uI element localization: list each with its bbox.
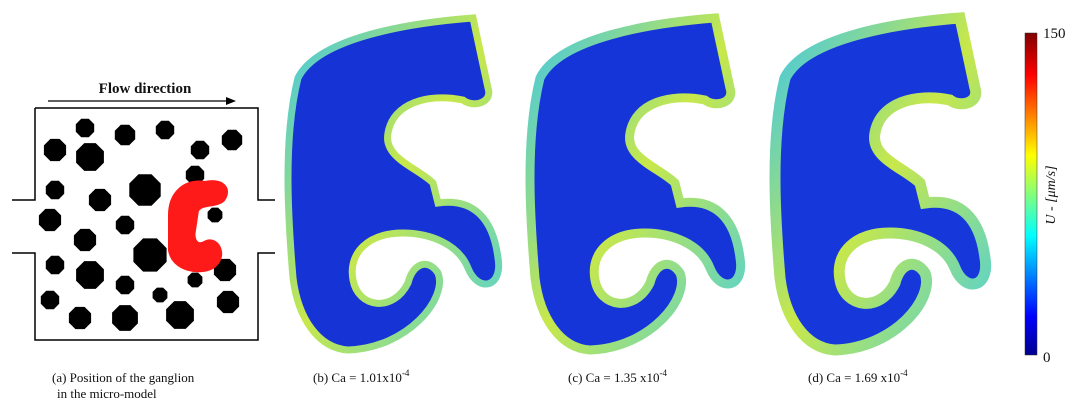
grain: [45, 180, 65, 200]
grain: [115, 275, 135, 295]
velocity-field: [775, 18, 986, 350]
blob: [288, 18, 499, 350]
grain: [76, 261, 104, 289]
caption: (c) Ca = 1.35 x10-4: [568, 368, 667, 385]
grain: [115, 215, 135, 235]
grain: [76, 143, 104, 171]
grain: [68, 306, 92, 330]
caption: in the micro-model: [57, 386, 157, 401]
grain: [216, 290, 240, 314]
grain: [38, 208, 62, 232]
grain: [155, 120, 175, 140]
grain: [213, 258, 237, 282]
grain: [152, 287, 168, 303]
grain: [43, 138, 67, 162]
grain: [112, 305, 138, 331]
grain: [207, 207, 223, 223]
flow-label: Flow direction: [99, 81, 192, 97]
caption-exponent: -4: [900, 368, 908, 378]
grain: [40, 290, 60, 310]
grain: [73, 228, 97, 252]
grain: [88, 188, 112, 212]
velocity-field: [288, 18, 499, 350]
blob: [530, 18, 741, 350]
caption: (d) Ca = 1.69 x10-4: [808, 368, 908, 385]
caption-text: (c) Ca = 1.35 x10: [568, 370, 659, 385]
colorbar: [1024, 32, 1038, 356]
colorbar-max: 150: [1043, 26, 1066, 42]
caption: (b) Ca = 1.01x10-4: [313, 368, 410, 385]
ganglion: [168, 180, 228, 273]
grain: [166, 301, 194, 329]
grain: [190, 140, 210, 160]
colorbar-min: 0: [1043, 350, 1051, 366]
grain: [45, 255, 65, 275]
grain: [75, 118, 95, 138]
grain: [185, 165, 205, 185]
arrow-head: [226, 97, 236, 105]
grain: [187, 272, 203, 288]
caption-text: (b) Ca = 1.01x10: [313, 370, 402, 385]
caption: (a) Position of the ganglion: [52, 370, 195, 385]
grain: [133, 238, 167, 272]
caption-exponent: -4: [659, 368, 667, 378]
colorbar-label: U - [μm/s]: [1044, 165, 1059, 224]
blob: [775, 18, 986, 350]
caption-exponent: -4: [402, 368, 410, 378]
caption-text: (d) Ca = 1.69 x10: [808, 370, 900, 385]
grain: [221, 129, 243, 151]
micro-model: Flow direction: [12, 81, 275, 341]
grain: [114, 124, 136, 146]
grain: [129, 174, 161, 206]
model-frame: [12, 107, 275, 341]
velocity-field: [530, 18, 741, 350]
